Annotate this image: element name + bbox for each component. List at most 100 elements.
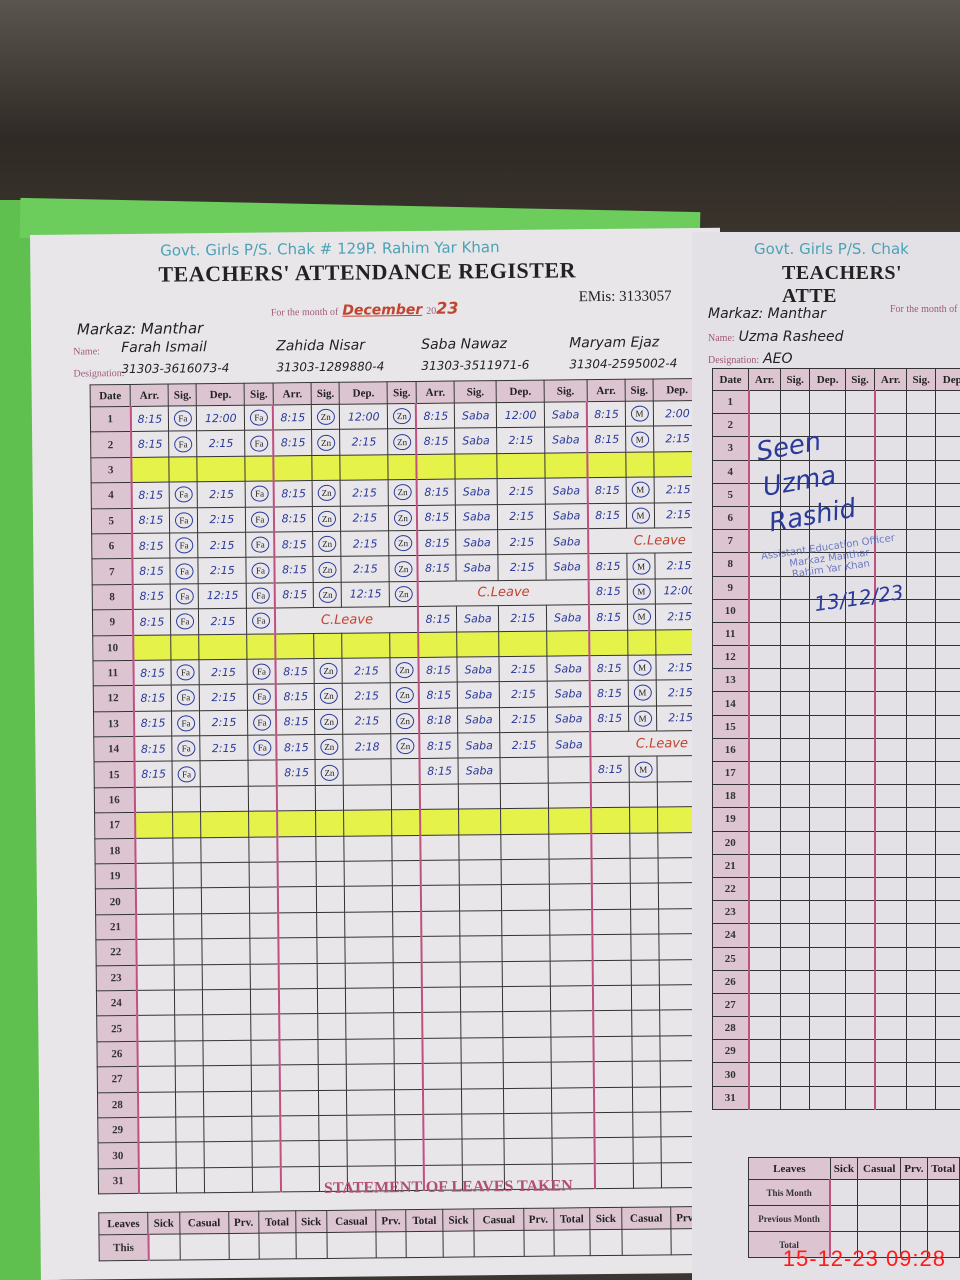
date-header: Date [90,384,131,407]
arrival-sig-cell [461,1088,504,1114]
month-label-right: For the month of [890,304,958,315]
departure-cell [503,1087,552,1114]
arrival-cell [592,959,632,986]
arrival-sig-cell: Fa [170,558,199,584]
signature: Saba [553,534,581,549]
column-header: Dep. [196,383,245,406]
column-header: Dep. [935,368,960,391]
date-cell: 6 [712,505,750,531]
date-cell: 30 [98,1142,139,1169]
column-header: Sig. [454,380,497,404]
arrival-cell [593,1010,633,1037]
departure-sig-cell: Zn [388,505,418,531]
arrival-cell: 8:15 [276,734,316,761]
departure-cell [343,759,392,786]
arrival-sig-cell: M [625,426,654,453]
arrival-cell: 8:15 [273,404,312,431]
arrival-sig-cell [176,1116,205,1143]
signature: M [634,761,653,778]
arrival-sig-cell: Zn [312,505,341,532]
arrival-sig-cell [317,912,346,938]
leaves-table: Leaves Sick Casual Prv. Total Sick Casual Prv. T… [98,1206,739,1262]
departure-cell [347,1140,396,1166]
signature: Fa [176,664,195,681]
departure-cell [498,630,548,657]
date-row: 27 [712,992,960,1018]
date-cell: 7 [91,558,133,585]
column-header: Arr. [415,381,455,404]
departure-cell [347,1114,396,1141]
departure-sig-cell [551,1112,595,1139]
arrival-sig-cell [315,810,345,837]
arrival-sig-cell [460,986,503,1013]
arrival-sig-cell [317,988,346,1014]
departure-sig-cell [548,833,592,860]
arrival-cell [591,883,631,910]
arrival-sig-cell [171,634,200,660]
signature: M [630,431,649,448]
year-value: 23 [436,298,459,318]
date-cell: 27 [97,1066,138,1093]
arrival-sig-cell [175,1091,205,1117]
arrival-sig-cell: Zn [311,429,341,456]
date-cell: 4 [712,459,750,484]
date-cell: 21 [712,853,750,878]
date-row: 15 [712,714,960,739]
departure-cell [346,1063,395,1090]
signature: M [632,583,651,600]
school-name: Govt. Girls P/S. Chak # 129P. Rahim Yar … [160,238,500,260]
departure-sig-cell [249,861,279,888]
leaves-label: Leaves [98,1212,149,1235]
arrival-sig-cell [318,1089,348,1116]
page-title: TEACHERS' ATTENDANCE REGISTER [158,257,577,287]
arrival-sig-cell: M [626,502,655,529]
arrival-sig-cell [458,808,501,835]
date-row: 1 [712,389,960,415]
arrival-cell [421,910,461,937]
signature: Saba [555,738,583,752]
arrival-sig-cell: M [628,705,657,732]
arrival-cell [593,985,632,1012]
departure-cell [346,1038,395,1065]
arrival-cell [594,1112,634,1138]
departure-cell [345,1013,395,1039]
arrival-sig-cell [632,1035,661,1062]
departure-cell [203,1039,252,1066]
departure-sig-cell: Saba [544,401,588,428]
arrival-sig-cell: M [627,604,656,630]
arrival-sig-cell [630,883,659,910]
date-row: 22 [712,876,960,902]
departure-sig-cell [393,1012,423,1039]
arrival-cell [279,963,318,989]
signature: Zn [395,712,415,730]
arrival-cell: 8:15 [417,530,457,556]
departure-sig-cell [550,985,594,1012]
arrival-cell [137,1066,176,1092]
arrival-sig-cell [457,631,500,657]
signature: Fa [175,537,194,554]
column-header: Sig. [387,381,417,404]
signature: Fa [177,740,196,757]
departure-sig-cell: Fa [246,608,276,634]
arrival-cell: 8:15 [417,555,457,582]
date-cell: 27 [712,992,750,1018]
arrival-cell [423,1113,463,1140]
signature: Saba [462,434,490,448]
arrival-cell: 8:15 [131,533,171,559]
arrival-sig-cell: M [625,400,654,427]
departure-sig-cell: Zn [389,581,419,607]
arrival-cell: 8:15 [134,761,173,788]
date-cell: 8 [712,552,750,577]
arrival-sig-cell: Zn [312,480,341,507]
date-cell: 11 [92,660,134,687]
departure-sig-cell: Zn [390,682,420,709]
arrival-cell [423,1088,463,1115]
signature: Saba [464,612,492,626]
arrival-cell [594,1137,634,1164]
arrival-sig-cell [461,1037,504,1064]
date-row: 26 [712,969,960,994]
arrival-sig-cell: Fa [170,608,200,635]
departure-sig-cell [251,1039,281,1066]
departure-sig-cell: Fa [246,582,276,609]
departure-sig-cell [250,963,280,990]
